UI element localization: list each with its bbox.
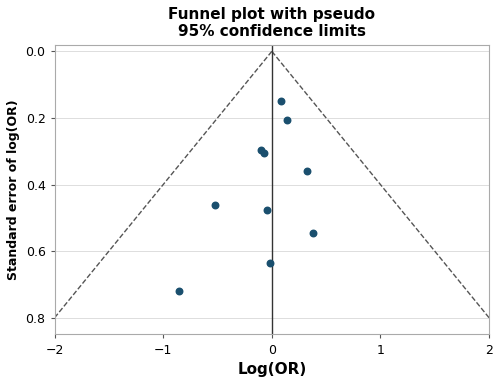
Y-axis label: Standard error of log(OR): Standard error of log(OR): [7, 99, 20, 280]
Point: [257, 147, 265, 153]
Point: [276, 98, 284, 104]
Point: [302, 168, 310, 174]
Point: [176, 288, 184, 294]
Point: [266, 260, 274, 266]
Point: [283, 117, 291, 123]
Point: [212, 202, 220, 208]
Point: [309, 230, 317, 236]
Title: Funnel plot with pseudo
95% confidence limits: Funnel plot with pseudo 95% confidence l…: [168, 7, 376, 39]
X-axis label: Log(OR): Log(OR): [237, 362, 306, 377]
Point: [260, 150, 268, 156]
Point: [264, 207, 272, 213]
